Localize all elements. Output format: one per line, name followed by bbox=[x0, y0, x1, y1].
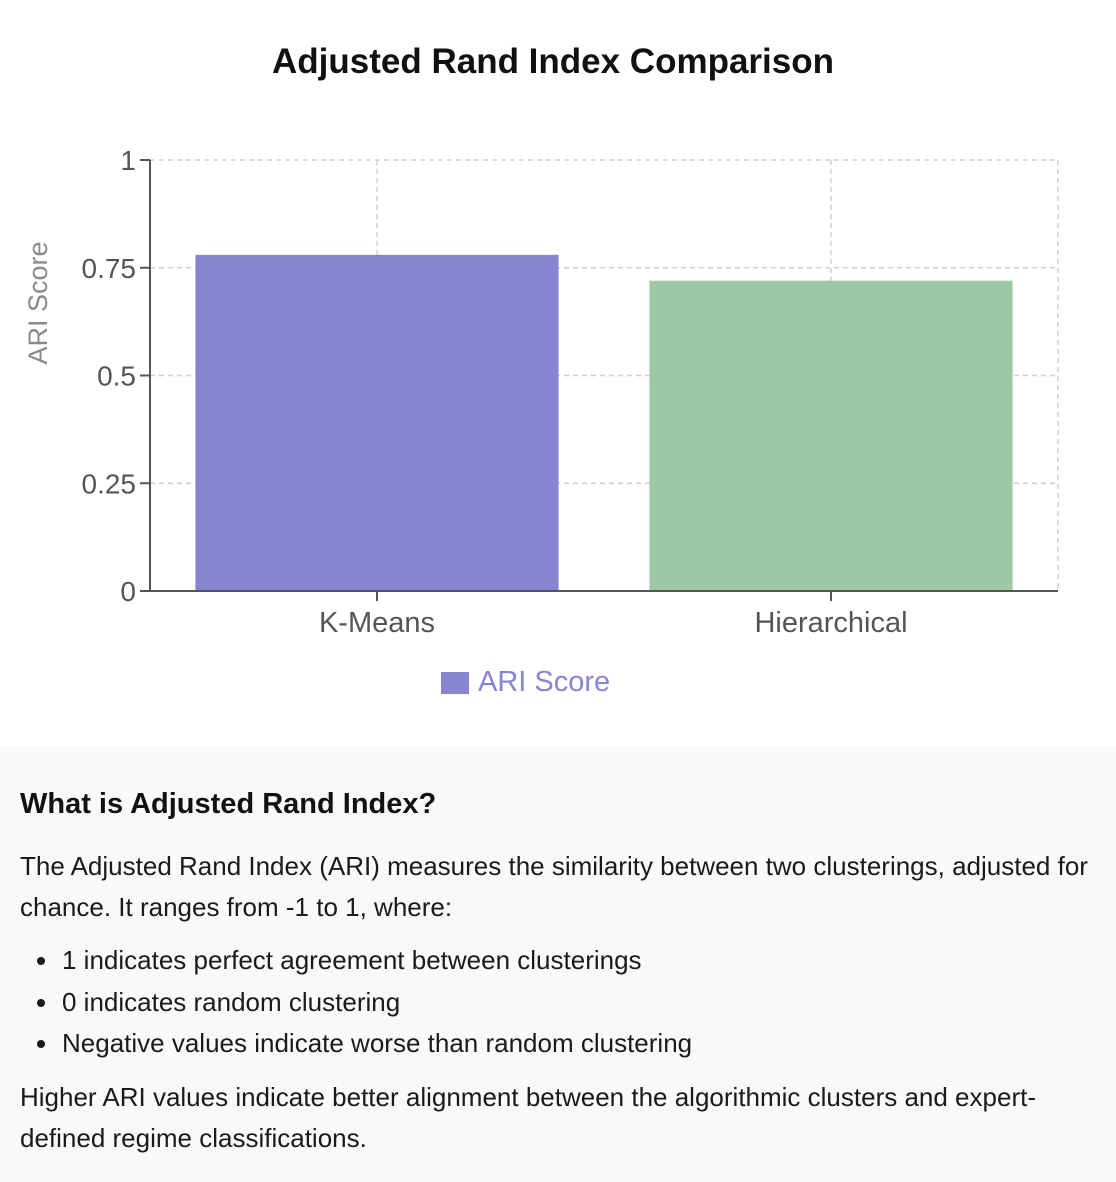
info-bullet-list: 1 indicates perfect agreement between cl… bbox=[20, 940, 1096, 1065]
x-tick-label: Hierarchical bbox=[754, 607, 907, 639]
axes bbox=[140, 159, 1058, 601]
x-tick-label: K-Means bbox=[319, 607, 435, 639]
chart-legend[interactable]: ARI Score bbox=[441, 666, 610, 698]
chart-title: Adjusted Rand Index Comparison bbox=[272, 42, 834, 81]
info-intro: The Adjusted Rand Index (ARI) measures t… bbox=[20, 851, 1088, 922]
bars bbox=[195, 254, 1013, 591]
info-heading: What is Adjusted Rand Index? bbox=[20, 788, 437, 820]
list-item: 0 indicates random clustering bbox=[60, 982, 1096, 1024]
bar-hierarchical bbox=[649, 280, 1013, 591]
y-tick-label: 0.75 bbox=[82, 253, 137, 284]
y-tick-label: 0.5 bbox=[97, 361, 136, 392]
y-tick-label: 0.25 bbox=[82, 468, 137, 499]
bar-k-means bbox=[195, 254, 559, 591]
list-item: Negative values indicate worse than rand… bbox=[60, 1023, 1096, 1065]
list-item: 1 indicates perfect agreement between cl… bbox=[60, 940, 1096, 982]
y-axis-label: ARI Score bbox=[23, 241, 53, 364]
legend-swatch bbox=[441, 672, 469, 694]
y-tick-label: 0 bbox=[120, 576, 136, 607]
info-conclusion: Higher ARI values indicate better alignm… bbox=[20, 1081, 1036, 1153]
tick-labels: 0 0.25 0.5 0.75 1 K-Means Hierarchical bbox=[82, 145, 908, 639]
legend-label-ari-score: ARI Score bbox=[478, 666, 610, 698]
y-tick-label: 1 bbox=[120, 145, 136, 176]
ari-info-panel: What is Adjusted Rand Index? The Adjuste… bbox=[0, 746, 1116, 1182]
ari-bar-chart: 0 0.25 0.5 0.75 1 K-Means Hierarchical ARI Sco… bbox=[23, 145, 1059, 698]
